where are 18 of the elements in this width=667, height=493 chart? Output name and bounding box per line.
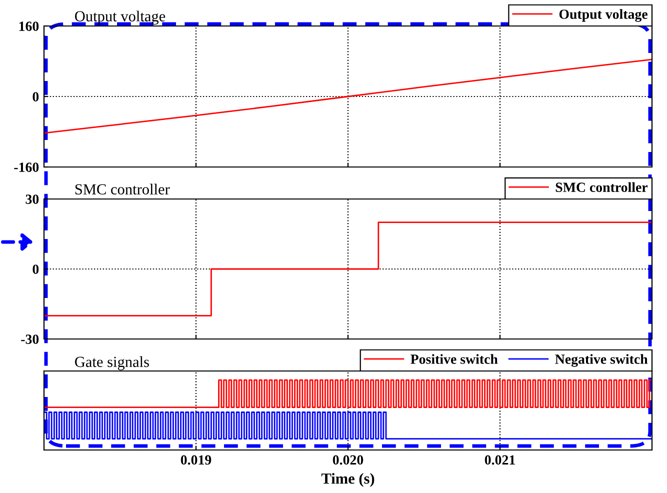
legend-label: Negative switch — [555, 354, 648, 367]
chart-title: Gate signals — [75, 356, 149, 370]
x-tick-label: 0.020 — [332, 455, 364, 465]
chart-title: SMC controller — [75, 184, 170, 194]
y-tick-label: 0 — [32, 92, 39, 102]
y-tick-label: -160 — [14, 162, 39, 172]
chart-title: Output voltage — [75, 10, 166, 25]
y-tick-label: 30 — [26, 194, 39, 204]
x-axis-title: Time (s) — [321, 473, 374, 487]
legend-label: Positive switch — [410, 354, 498, 364]
x-tick-label: 0.019 — [180, 455, 212, 465]
legend-label: Output voltage — [559, 9, 648, 22]
y-tick-label: 0 — [32, 264, 39, 274]
y-tick-label: 160 — [19, 22, 39, 31]
legend-label: SMC controller — [556, 182, 648, 192]
x-tick-label: 0.021 — [484, 455, 515, 465]
y-tick-label: -30 — [21, 334, 39, 344]
line-series — [44, 58, 652, 134]
